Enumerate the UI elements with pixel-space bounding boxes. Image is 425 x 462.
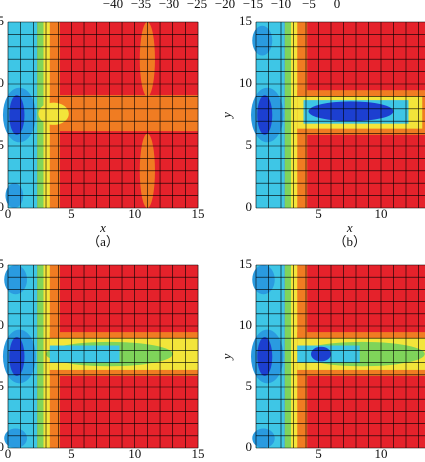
contour-region	[252, 428, 275, 448]
panel: 0 5 10 15 15 10 5 0 x（a）	[0, 13, 205, 249]
x-tick-label: 10	[375, 206, 388, 221]
y-tick-label: 10	[0, 75, 4, 90]
contour-region	[9, 336, 25, 377]
y-tick-label: 5	[0, 137, 4, 152]
y-tick-label: 15	[0, 256, 4, 271]
x-tick-label: 10	[128, 206, 141, 221]
colorbar-tick-label: −15	[243, 0, 263, 11]
panel-caption: （a）	[87, 234, 119, 249]
y-tick-label: 10	[239, 317, 252, 332]
colorbar-tick-label: −10	[271, 0, 291, 11]
contour-region	[252, 25, 273, 56]
x-tick-label: 10	[375, 446, 388, 461]
x-tick-label: 0	[5, 446, 12, 461]
colorbar-tick-label: −20	[215, 0, 235, 11]
y-tick-label: 5	[0, 378, 4, 393]
x-tick-label: 15	[192, 206, 205, 221]
colorbar-tick-label: −40	[103, 0, 123, 11]
x-tick-label: 5	[315, 446, 322, 461]
contour-region	[38, 102, 69, 125]
y-tick-label: 15	[239, 13, 252, 28]
contour-region	[291, 22, 298, 208]
x-tick-label: 5	[315, 206, 322, 221]
x-tick-label: 15	[192, 446, 205, 461]
colorbar-tick-label: −30	[159, 0, 179, 11]
y-tick-label: 5	[246, 137, 253, 152]
panel: 5 10 15 10 5 0 y	[219, 256, 425, 461]
y-tick-label: 10	[0, 317, 4, 332]
contour-region	[311, 346, 331, 362]
contour-region	[252, 265, 275, 295]
y-tick-label: 0	[0, 199, 4, 214]
y-tick-label: 5	[246, 378, 253, 393]
contour-region	[43, 265, 50, 448]
x-tick-label: 0	[5, 206, 12, 221]
colorbar-tick-label: −35	[131, 0, 151, 11]
contour-region	[4, 428, 28, 448]
contour-region	[257, 95, 273, 135]
contour-region	[37, 265, 44, 448]
panel-caption: （b）	[333, 234, 366, 249]
x-tick-label: 5	[68, 446, 75, 461]
y-tick-label: 0	[246, 199, 253, 214]
panel: 5 10 15 10 5 0 x y （b）	[219, 13, 425, 249]
y-tick-label: 15	[0, 13, 4, 28]
contour-region	[284, 22, 291, 208]
contour-region	[257, 336, 273, 377]
x-axis-label: x	[99, 220, 106, 235]
x-axis-label: x	[346, 220, 353, 235]
contour-region	[284, 265, 291, 448]
y-tick-label: 15	[239, 256, 252, 271]
x-tick-label: 5	[68, 206, 75, 221]
contour-region	[49, 95, 199, 132]
colorbar-tick-label: −25	[187, 0, 207, 11]
contour-region	[49, 345, 120, 363]
contour-region	[291, 265, 298, 448]
contour-region	[308, 101, 394, 122]
y-axis-label: y	[219, 353, 234, 361]
y-tick-label: 0	[246, 439, 253, 454]
x-tick-label: 10	[128, 446, 141, 461]
contour-region	[4, 265, 28, 295]
colorbar-tick-label: −5	[302, 0, 316, 11]
colorbar-tick-label: 0	[334, 0, 341, 11]
y-tick-label: 0	[0, 439, 4, 454]
y-tick-label: 10	[239, 75, 252, 90]
y-axis-label: y	[219, 112, 234, 120]
panel: 0 5 10 15 15 10 5 0	[0, 256, 205, 461]
contour-region	[9, 95, 25, 135]
